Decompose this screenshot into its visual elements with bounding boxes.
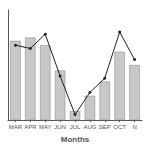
svg-text:OCT: OCT [113, 124, 126, 130]
svg-text:JUL: JUL [70, 124, 81, 130]
svg-text:SEP: SEP [99, 124, 111, 130]
svg-text:MAR: MAR [9, 124, 23, 130]
svg-text:APR: APR [24, 124, 37, 130]
svg-text:N: N [132, 124, 136, 130]
svg-text:JUN: JUN [54, 124, 66, 130]
svg-text:Months: Months [61, 135, 90, 144]
svg-text:MAY: MAY [39, 124, 52, 130]
svg-text:AUG: AUG [83, 124, 96, 130]
